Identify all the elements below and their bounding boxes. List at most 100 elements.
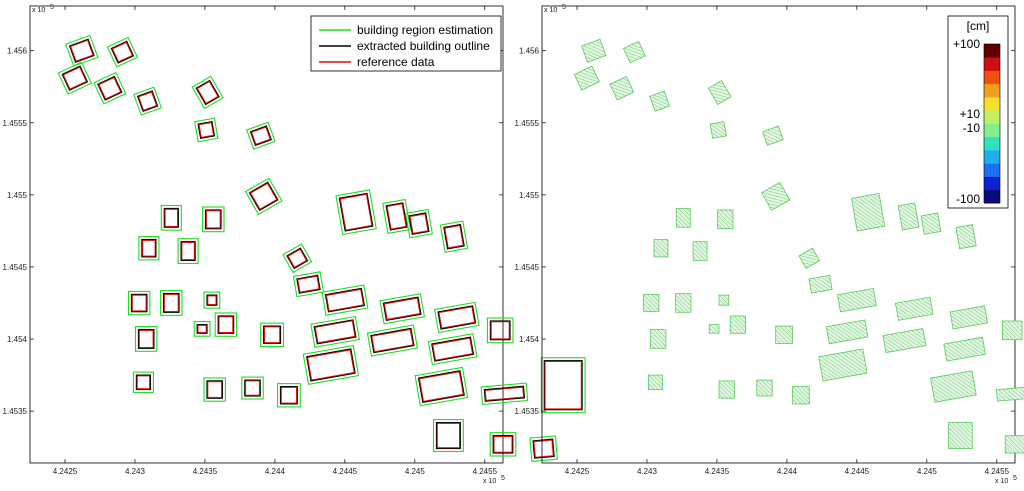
building (850, 192, 886, 232)
building (202, 206, 225, 233)
building-region-estimation (203, 291, 221, 309)
building (649, 90, 671, 112)
extracted-building-outline (249, 125, 273, 147)
y-tick-label: 1.4535 (3, 407, 28, 416)
y-tick-label: 1.455 (519, 191, 540, 200)
height-difference-patch (995, 385, 1024, 402)
extracted-building-outline (483, 385, 526, 402)
reference-data-outline (438, 306, 476, 329)
building-region-estimation (127, 290, 151, 316)
reference-data-outline (136, 375, 151, 390)
x-exponent-label: x 10 (483, 478, 496, 485)
building (65, 34, 99, 67)
building (825, 319, 869, 345)
axes-frame (29, 5, 504, 464)
building (529, 435, 558, 462)
building (439, 220, 469, 253)
extracted-building-outline (543, 360, 583, 411)
colorbar-segment (984, 123, 1000, 138)
height-difference-patch (837, 288, 877, 313)
height-difference-patch (895, 296, 934, 321)
reference-data-outline (111, 41, 133, 63)
reference-data-outline (264, 326, 281, 344)
reference-data-outline (138, 329, 154, 348)
height-difference-patch (798, 247, 821, 269)
height-difference-patch (675, 293, 692, 313)
building-region-estimation (241, 376, 264, 400)
building (282, 243, 313, 274)
building (692, 241, 708, 261)
extracted-building-outline (324, 287, 366, 313)
building (276, 383, 301, 408)
building (414, 366, 469, 407)
y-tick-label: 1.4555 (3, 119, 28, 128)
reference-data-outline (142, 239, 156, 257)
building (93, 71, 127, 105)
extracted-building-outline (313, 319, 357, 345)
colorbar-segment (984, 70, 1000, 85)
extracted-building-outline (263, 325, 282, 345)
reference-data-outline (280, 386, 297, 404)
extracted-building-outline (61, 65, 89, 91)
height-difference-patch (882, 328, 927, 354)
building (708, 324, 720, 334)
reference-data-outline (436, 422, 460, 449)
building (1004, 435, 1024, 454)
building (955, 224, 977, 250)
height-difference-patch (762, 125, 784, 146)
building (302, 344, 360, 386)
building (310, 315, 361, 348)
extracted-building-outline (110, 40, 135, 64)
building (127, 290, 151, 316)
extracted-building-outline (532, 438, 555, 459)
left-panel-building-outlines: 4.2425 4.243 4.2435 4.244 4.2445 4.245 4.2455 1… (3, 4, 586, 485)
colorbar-segment (984, 97, 1000, 111)
reference-data-outline (533, 439, 554, 458)
height-difference-patch (709, 121, 727, 139)
building-region-estimation (191, 75, 224, 110)
reference-data-outline (198, 122, 215, 138)
building-region-estimation (245, 121, 276, 150)
reference-data-outline (484, 386, 525, 401)
building (761, 181, 791, 211)
x-tick-label: 4.245 (405, 467, 426, 476)
reference-data-outline (314, 320, 356, 344)
building (837, 288, 877, 313)
building-region-estimation (194, 117, 219, 143)
reference-data-outline (418, 371, 464, 402)
building-region-estimation (439, 220, 469, 253)
building (718, 294, 730, 306)
building (675, 293, 692, 313)
extracted-building-outline (492, 435, 514, 454)
y-tick-label: 1.455 (7, 191, 28, 200)
building (106, 36, 139, 68)
building (756, 379, 773, 397)
height-difference-patch (920, 212, 942, 235)
height-difference-patch (717, 209, 734, 230)
building-region-estimation (432, 419, 464, 453)
building-region-estimation (260, 322, 285, 347)
building-region-estimation (321, 284, 369, 316)
extracted-building-outline (431, 336, 475, 362)
building (260, 322, 285, 347)
building (949, 305, 989, 330)
colorbar-tick-label: +10 (960, 107, 981, 121)
height-difference-patch (573, 65, 600, 91)
building-region-estimation (214, 312, 238, 337)
height-difference-patch (675, 208, 691, 228)
colorbar: [cm] +100 +10-10 -100 (947, 15, 1009, 209)
building-region-estimation (160, 204, 182, 231)
y-exponent-power: 5 (50, 4, 54, 11)
height-difference-patch (609, 76, 635, 101)
reference-data-outline (339, 193, 373, 231)
extracted-building-outline (195, 79, 220, 106)
right-panel-height-difference: 4.2425 4.243 4.2435 4.244 4.2445 4.245 4.2455 1… (515, 4, 1024, 485)
height-difference-patch (1002, 320, 1023, 341)
extracted-building-outline (137, 329, 155, 349)
extracted-building-outline (408, 212, 430, 236)
height-difference-patch (649, 90, 671, 112)
height-difference-patch (756, 379, 773, 397)
building (193, 321, 211, 337)
height-difference-patch (718, 294, 730, 306)
building (133, 86, 163, 116)
